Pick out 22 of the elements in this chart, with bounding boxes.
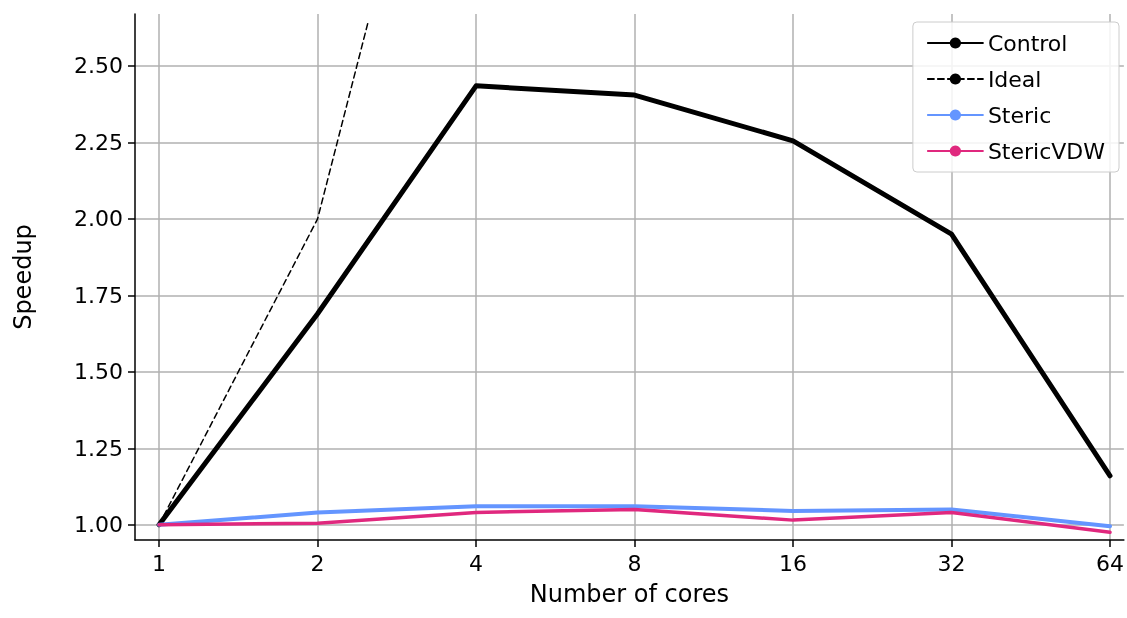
x-tick-label: 2 [310,550,325,576]
line-series [157,504,1112,529]
x-tick-label: 64 [1096,550,1124,576]
x-axis-title: Number of cores [529,580,730,608]
y-tick-label: 1.75 [74,282,123,308]
y-tick-label: 1.00 [74,512,123,538]
legend-label: Steric [987,102,1052,128]
y-tick-label: 2.25 [74,129,123,155]
x-tick-label: 32 [937,550,966,576]
y-tick-label: 2.00 [74,206,123,232]
x-tick-label: 4 [469,550,484,576]
x-tick-label: 16 [779,550,808,576]
line-series [157,507,1112,535]
legend-label: Ideal [987,66,1042,92]
x-tick-label: 8 [627,550,642,576]
legend-label: StericVDW [987,138,1106,164]
y-tick-label: 1.50 [74,359,123,385]
legend-label: Control [987,30,1068,56]
y-tick-label: 1.25 [74,435,123,461]
y-tick-label: 2.50 [74,53,123,79]
x-tick-label: 1 [152,550,167,576]
y-axis-title: Speedup [9,224,37,330]
